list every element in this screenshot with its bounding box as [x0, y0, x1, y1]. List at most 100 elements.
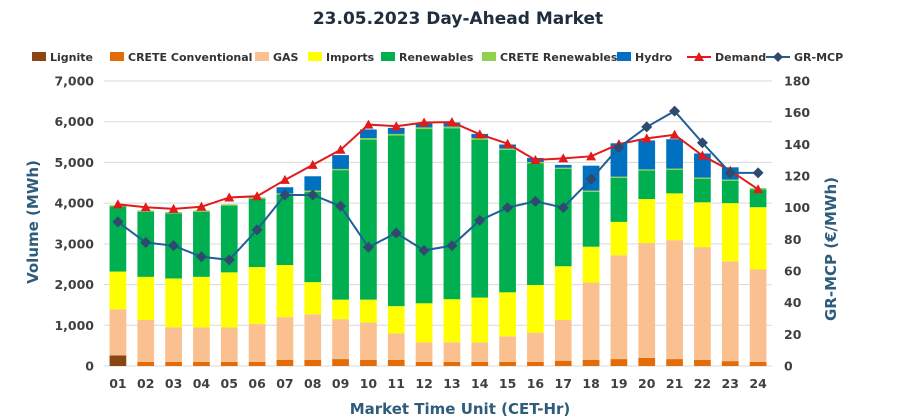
y-tick-label: 5,000 [54, 155, 94, 170]
legend-label: Imports [326, 51, 375, 64]
point-gr-mcp [307, 189, 319, 201]
point-demand [363, 119, 374, 129]
bar-renewables [666, 169, 683, 194]
legend-label: GR-MCP [794, 51, 843, 64]
x-tick-label: 05 [221, 376, 238, 391]
y-tick-label: 0 [85, 359, 94, 374]
bar-gas [109, 309, 127, 356]
bar-gas [220, 327, 238, 362]
x-tick-label: 20 [638, 376, 656, 391]
bar-imports [749, 207, 767, 270]
x-tick-label: 24 [749, 376, 767, 391]
bar-crete-renewables [332, 168, 349, 171]
legend-label: GAS [273, 51, 299, 64]
legend-item-imports: Imports [308, 51, 375, 64]
point-gr-mcp [195, 251, 207, 263]
point-demand [112, 199, 123, 209]
bar-crete-conventional [527, 361, 544, 366]
legend-swatch [255, 52, 269, 61]
legend-item-crete-conventional: CRETE Conventional [110, 51, 252, 64]
point-gr-mcp [502, 202, 514, 214]
point-gr-mcp [279, 189, 291, 201]
series-lines [112, 105, 764, 266]
x-tick-label: 16 [527, 376, 545, 391]
point-demand [669, 129, 680, 139]
legend-item-demand: Demand [687, 51, 766, 64]
bar-gas [193, 327, 210, 362]
legend-item-renewables: Renewables [381, 51, 474, 64]
x-tick-label: 02 [137, 376, 154, 391]
line-gr-mcp [117, 109, 759, 261]
bar-crete-renewables [721, 179, 739, 181]
legend-label: CRETE Conventional [128, 51, 252, 64]
point-gr-mcp [418, 244, 430, 256]
bar-renewables [582, 191, 600, 247]
y2-tick-label: 160 [784, 105, 810, 120]
legend-marker [694, 52, 704, 61]
y2-tick-label: 180 [784, 74, 810, 89]
legend-marker [773, 52, 783, 62]
x-tick-label: 22 [694, 376, 711, 391]
y-tick-label: 7,000 [54, 74, 94, 89]
bar-imports [304, 282, 322, 315]
point-gr-mcp [168, 240, 180, 252]
bar-gas [610, 255, 628, 360]
bar-imports [109, 271, 127, 310]
bar-hydro [638, 140, 656, 170]
point-demand [252, 191, 263, 201]
bar-imports [527, 284, 544, 333]
x-tick-label: 09 [332, 376, 349, 391]
legend-swatch [381, 52, 395, 61]
bar-imports [415, 303, 433, 343]
bar-imports [721, 203, 739, 262]
point-gr-mcp [474, 214, 486, 226]
bar-crete-renewables [360, 138, 377, 140]
bar-gas [499, 336, 516, 362]
point-gr-mcp [140, 237, 152, 248]
legend-item-crete-renewables: CRETE Renewables [482, 51, 618, 64]
bar-renewables [276, 194, 294, 266]
bar-crete-renewables [220, 204, 238, 206]
bar-gas [165, 327, 182, 362]
bar-crete-renewables [193, 210, 210, 212]
x-tick-label: 12 [415, 376, 432, 391]
bar-gas [443, 342, 461, 362]
point-gr-mcp [251, 224, 263, 236]
y2-tick-label: 100 [784, 200, 810, 215]
legend-label: Lignite [50, 51, 93, 64]
y2-tick-label: 20 [784, 327, 802, 342]
grid [104, 80, 772, 367]
bar-renewables [554, 168, 572, 267]
bar-renewables [360, 139, 377, 300]
bar-hydro [554, 164, 572, 168]
bar-renewables [527, 163, 544, 285]
bar-gas [360, 322, 377, 360]
legend-swatch [110, 52, 124, 61]
bar-crete-conventional [387, 359, 405, 366]
y-tick-label: 2,000 [54, 277, 94, 292]
bar-imports [582, 246, 600, 283]
bar-crete-renewables [554, 167, 572, 169]
legend-label: CRETE Renewables [500, 51, 618, 64]
bar-imports [610, 221, 628, 256]
bar-imports [387, 306, 405, 334]
bar-renewables [610, 177, 628, 222]
point-demand [419, 117, 430, 127]
x-tick-label: 06 [248, 376, 266, 391]
chart-title: 23.05.2023 Day-Ahead Market [313, 9, 603, 29]
bar-renewables [749, 189, 767, 208]
bar-gas [415, 342, 433, 362]
legend-item-gr-mcp: GR-MCP [766, 51, 843, 64]
point-gr-mcp [696, 137, 708, 149]
x-axis-title: Market Time Unit (CET-Hr) [350, 400, 571, 418]
point-gr-mcp [446, 240, 458, 252]
bar-imports [165, 278, 182, 328]
point-gr-mcp [669, 105, 681, 117]
point-gr-mcp [390, 227, 402, 239]
bar-renewables [443, 128, 461, 300]
point-demand [474, 129, 485, 139]
y-tick-label: 1,000 [54, 318, 94, 333]
bar-crete-renewables [443, 126, 461, 129]
